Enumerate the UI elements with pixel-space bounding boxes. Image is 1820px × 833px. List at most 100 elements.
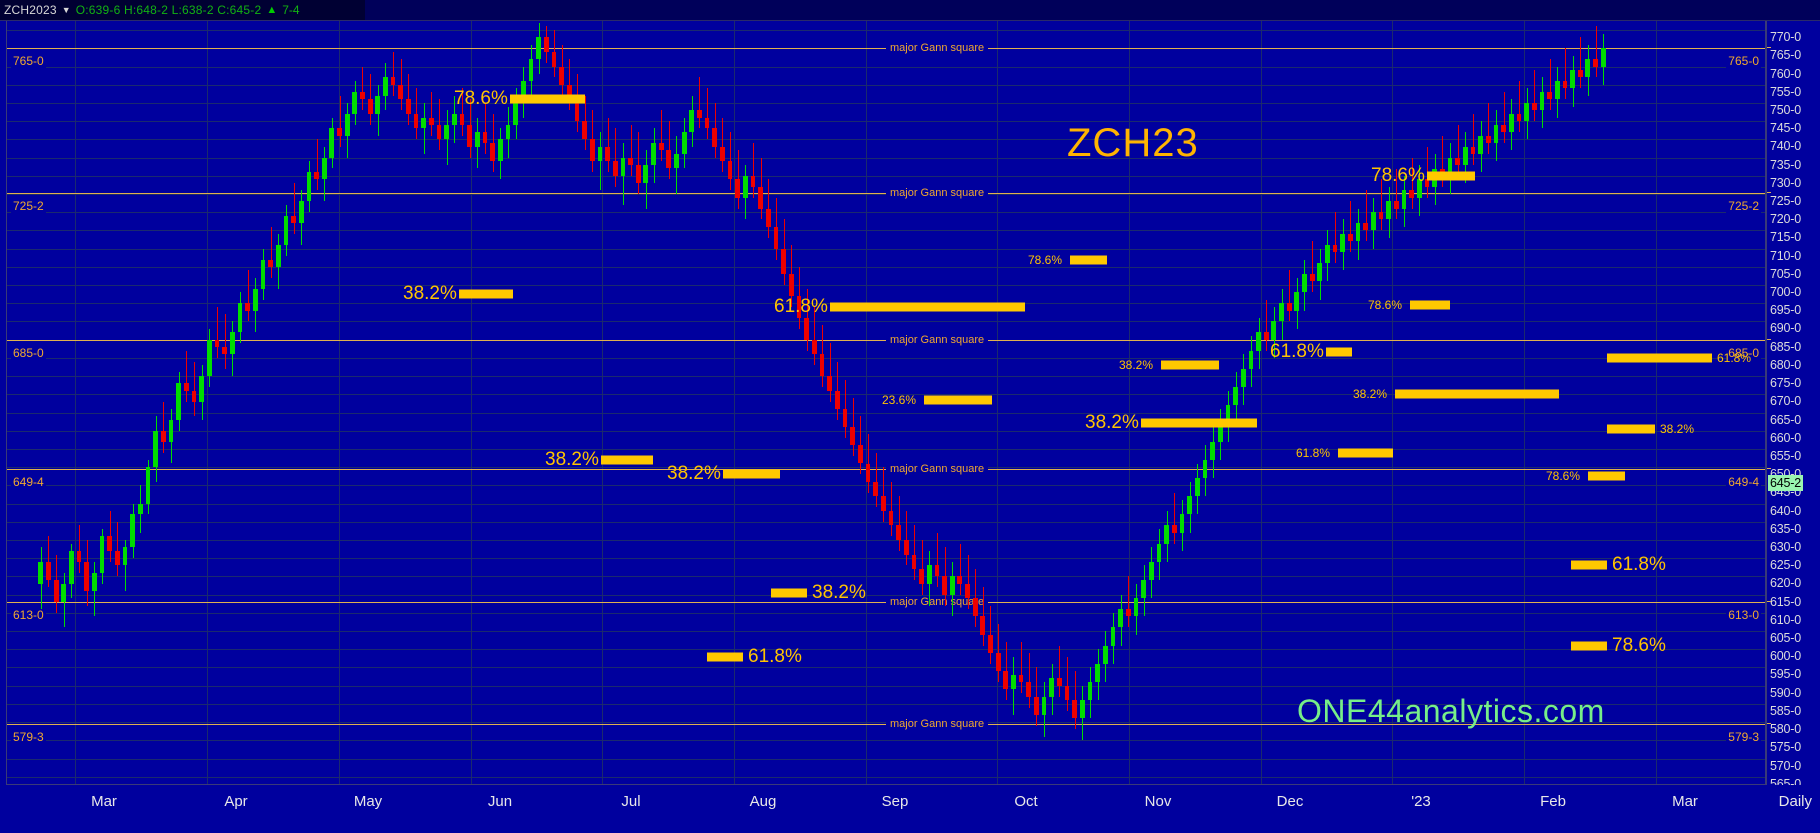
- candle-body: [758, 186, 764, 209]
- candle-body: [1041, 696, 1047, 715]
- candle-body: [1263, 332, 1269, 340]
- candle-wick: [370, 73, 371, 125]
- candle-wick: [408, 73, 409, 125]
- candle-wick: [569, 59, 570, 111]
- price-tick-label: 690-0: [1770, 321, 1801, 336]
- period-label: Daily: [1778, 793, 1812, 810]
- price-tick-label: 710-0: [1770, 248, 1801, 263]
- price-tick-label: 755-0: [1770, 84, 1801, 99]
- price-tick-label: 760-0: [1770, 66, 1801, 81]
- candle-body: [988, 634, 993, 653]
- fibonacci-zone-bar: [1338, 448, 1393, 458]
- candle-body: [115, 550, 120, 566]
- month-label: Jul: [621, 793, 641, 810]
- candle-body: [842, 408, 848, 428]
- candle-body: [206, 339, 212, 377]
- candle-body: [942, 576, 947, 595]
- candle-body: [459, 113, 465, 125]
- candle-body: [1187, 496, 1192, 515]
- candle-wick: [125, 539, 126, 591]
- chevron-down-icon[interactable]: ▼: [61, 5, 71, 15]
- grid-line-horizontal: [7, 66, 1765, 68]
- candle-wick: [722, 117, 723, 173]
- candle-body: [490, 143, 496, 162]
- candle-body: [957, 576, 963, 584]
- candle-wick: [990, 605, 991, 664]
- candle-body: [896, 525, 901, 540]
- candle-body: [743, 175, 748, 198]
- candle-body: [1462, 146, 1468, 165]
- grid-line-horizontal: [7, 576, 1765, 578]
- candle-wick: [1174, 492, 1175, 544]
- fibonacci-zone-bar: [1588, 471, 1625, 481]
- symbol-label[interactable]: ZCH2023: [4, 3, 57, 17]
- price-axis[interactable]: 770-0 765-0 760-0 755-0 750-0 745-0 740-0 735-0…: [1766, 20, 1820, 785]
- candle-wick: [1128, 576, 1129, 628]
- candle-body: [252, 288, 258, 311]
- candle-body: [574, 99, 580, 122]
- fibonacci-zone-bar: [1161, 360, 1219, 370]
- candle-body: [1470, 146, 1476, 154]
- gann-tick-mark: [1767, 192, 1771, 194]
- candle-wick: [1550, 59, 1551, 111]
- candle-wick: [814, 306, 815, 366]
- candle-body: [635, 164, 641, 184]
- grid-line-horizontal: [7, 430, 1765, 432]
- candle-body: [329, 128, 335, 158]
- candle-body: [1309, 274, 1315, 282]
- grid-line-vertical: [75, 21, 76, 784]
- candle-body: [421, 117, 427, 129]
- candle-wick: [1565, 48, 1566, 100]
- candle-body: [1485, 135, 1491, 143]
- fibonacci-level-label: 78.6%: [1612, 634, 1666, 656]
- candle-body: [1478, 135, 1483, 154]
- candle-body: [482, 132, 488, 143]
- month-label: Nov: [1144, 793, 1172, 810]
- candle-body: [804, 317, 810, 340]
- candle-body: [1531, 102, 1537, 111]
- candle-wick: [1596, 26, 1597, 78]
- fibonacci-level-label: 38.2%: [1353, 387, 1388, 402]
- fibonacci-zone-bar: [1410, 300, 1450, 310]
- quote-bar-inner: ZCH2023 ▼ O:639-6 H:648-2 L:638-2 C:645-…: [0, 0, 365, 20]
- grid-line-vertical: [207, 21, 208, 784]
- candle-body: [620, 157, 626, 176]
- fibonacci-zone-bar: [771, 588, 807, 598]
- time-axis[interactable]: Mar Apr May Jun Jul Aug Sep Oct Nov Dec '23 Feb Mar …: [0, 786, 1820, 833]
- candle-body: [1294, 292, 1300, 311]
- candle-body: [1179, 514, 1185, 533]
- price-tick-label: 595-0: [1770, 667, 1801, 682]
- gann-level-label-right: 685-0: [1726, 345, 1761, 360]
- price-tick-label: 570-0: [1770, 758, 1801, 773]
- candle-wick: [1366, 190, 1367, 242]
- grid-line-horizontal: [7, 685, 1765, 687]
- candle-body: [903, 539, 909, 555]
- chart-plot-area[interactable]: major Gann square 765-0 765-0 major Gann sq…: [6, 20, 1766, 785]
- fibonacci-level-label: 38.2%: [403, 283, 457, 305]
- candle-body: [191, 390, 197, 402]
- candle-body: [214, 339, 220, 347]
- price-tick-label: 610-0: [1770, 612, 1801, 627]
- price-tick-label: 635-0: [1770, 521, 1801, 536]
- grid-line-horizontal: [7, 230, 1765, 232]
- candle-wick: [883, 467, 884, 522]
- candle-body: [1057, 678, 1062, 686]
- candle-body: [1049, 678, 1055, 697]
- candle-body: [689, 110, 695, 133]
- grid-line-horizontal: [7, 631, 1765, 633]
- candle-body: [980, 616, 986, 635]
- grid-line-horizontal: [7, 248, 1765, 250]
- fibonacci-zone-bar: [459, 289, 513, 299]
- candle-wick: [600, 132, 601, 191]
- grid-line-horizontal: [7, 212, 1765, 214]
- gann-level-label-left: 725-2: [11, 199, 46, 214]
- price-tick-label: 660-0: [1770, 430, 1801, 445]
- grid-line-horizontal: [7, 394, 1765, 396]
- grid-line-horizontal: [7, 485, 1765, 487]
- candle-body: [658, 143, 664, 151]
- gann-square-label: major Gann square: [886, 718, 989, 731]
- candle-body: [1363, 223, 1369, 231]
- candle-wick: [248, 270, 249, 322]
- fibonacci-zone-bar: [1571, 641, 1607, 651]
- candle-body: [566, 84, 572, 100]
